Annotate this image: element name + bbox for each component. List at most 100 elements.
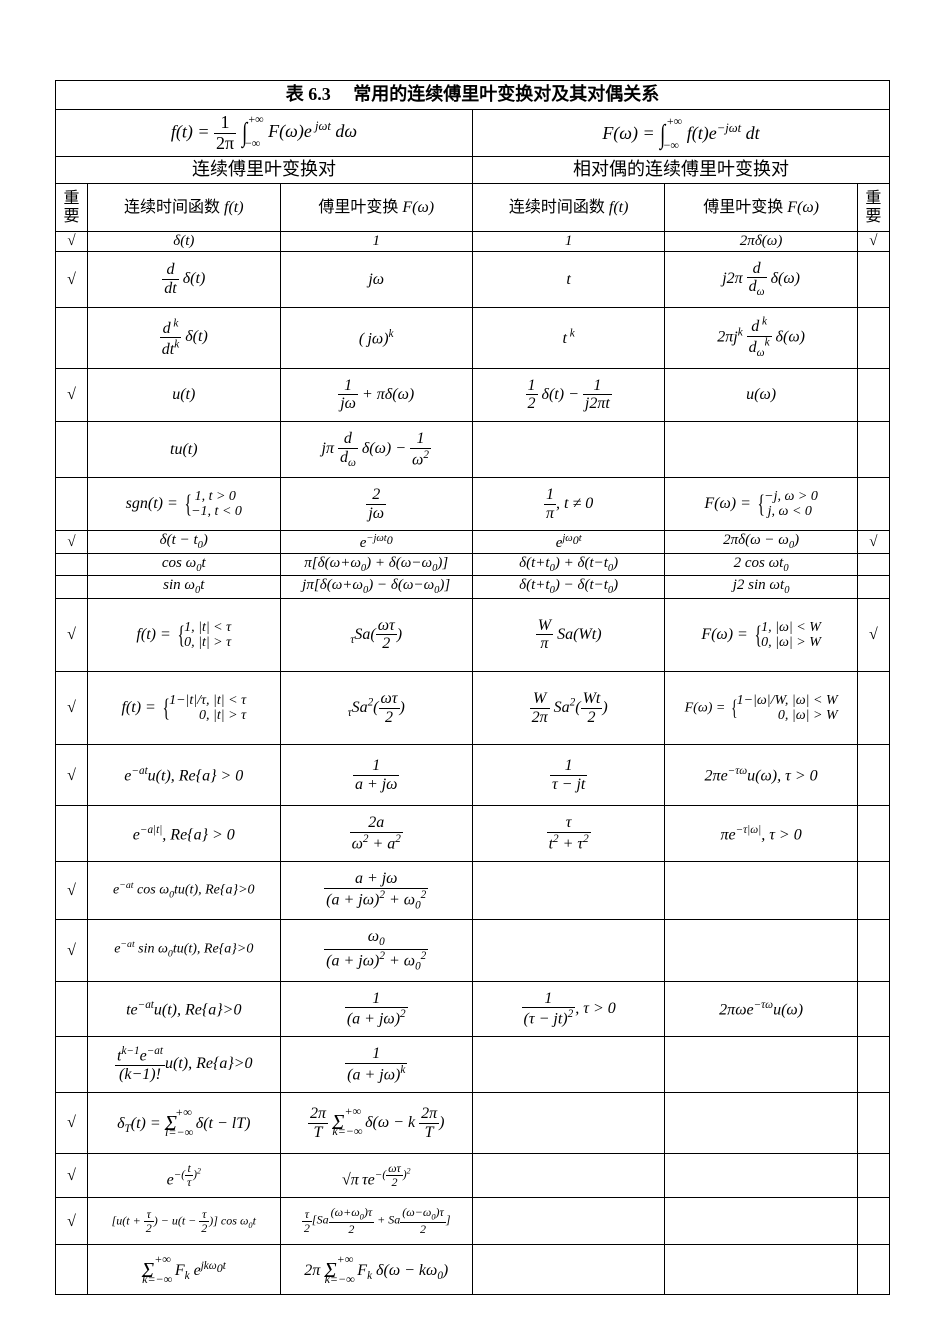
cell-c4 bbox=[665, 1245, 857, 1295]
check-right bbox=[857, 307, 889, 368]
page: 表 6.3 常用的连续傅里叶变换对及其对偶关系 f(t) = 12π ∫−∞+∞… bbox=[0, 0, 945, 1337]
cell-c2: ω0(a + jω)2 + ω02 bbox=[280, 920, 472, 981]
cell-c3: τt2 + τ2 bbox=[472, 806, 664, 862]
check-right: √ bbox=[857, 531, 889, 554]
cell-c4: 2πδ(ω) bbox=[665, 232, 857, 252]
cell-c4: 2πjk d kdωk δ(ω) bbox=[665, 307, 857, 368]
check-left: √ bbox=[56, 920, 88, 981]
table-title: 表 6.3 常用的连续傅里叶变换对及其对偶关系 bbox=[56, 81, 890, 110]
check-right bbox=[857, 251, 889, 307]
c3-header: 连续时间函数 f(t) bbox=[472, 184, 664, 232]
cell-c1: e−(tτ)2 bbox=[88, 1154, 280, 1198]
cell-c1: tk−1e−at(k−1)!u(t), Re{a}>0 bbox=[88, 1037, 280, 1093]
check-right: √ bbox=[857, 598, 889, 671]
check-right bbox=[857, 920, 889, 981]
cell-c4 bbox=[665, 920, 857, 981]
cell-c1: e−at cos ω0tu(t), Re{a}>0 bbox=[88, 861, 280, 919]
cell-c1: f(t) = {1, |t| < τ0, |t| > τ bbox=[88, 598, 280, 671]
table-row: √ ddt δ(t) jω t j2π ddω δ(ω) bbox=[56, 251, 890, 307]
check-left bbox=[56, 307, 88, 368]
table-row: cos ω0t π[δ(ω+ω0) + δ(ω−ω0)] δ(t+t0) + δ… bbox=[56, 553, 890, 576]
check-right bbox=[857, 1154, 889, 1198]
cell-c1: e−atu(t), Re{a} > 0 bbox=[88, 745, 280, 806]
check-right bbox=[857, 806, 889, 862]
cell-c1: u(t) bbox=[88, 368, 280, 421]
check-left bbox=[56, 806, 88, 862]
check-right bbox=[857, 421, 889, 477]
check-left bbox=[56, 981, 88, 1037]
cell-c4: u(ω) bbox=[665, 368, 857, 421]
check-left bbox=[56, 1245, 88, 1295]
cell-c3: 1 bbox=[472, 232, 664, 252]
check-left bbox=[56, 553, 88, 576]
cell-c3 bbox=[472, 1245, 664, 1295]
c2-header: 傅里叶变换 F(ω) bbox=[280, 184, 472, 232]
table-row: te−atu(t), Re{a}>0 1(a + jω)2 1(τ − jt)2… bbox=[56, 981, 890, 1037]
cell-c2: 2jω bbox=[280, 478, 472, 531]
cell-c3 bbox=[472, 1092, 664, 1153]
cell-c4: πe−τ|ω|, τ > 0 bbox=[665, 806, 857, 862]
cell-c2: jω bbox=[280, 251, 472, 307]
cell-c3 bbox=[472, 1198, 664, 1245]
cell-c3: 12 δ(t) − 1j2πt bbox=[472, 368, 664, 421]
cell-c2: π[δ(ω+ω0) + δ(ω−ω0)] bbox=[280, 553, 472, 576]
cell-c3: ejω0t bbox=[472, 531, 664, 554]
table-row: √ u(t) 1jω + πδ(ω) 12 δ(t) − 1j2πt u(ω) bbox=[56, 368, 890, 421]
check-right: √ bbox=[857, 232, 889, 252]
cell-c2: 1jω + πδ(ω) bbox=[280, 368, 472, 421]
cell-c3: δ(t+t0) − δ(t−t0) bbox=[472, 576, 664, 599]
check-left: √ bbox=[56, 251, 88, 307]
cell-c4 bbox=[665, 1198, 857, 1245]
cell-c4: F(ω) = {1, |ω| < W0, |ω| > W bbox=[665, 598, 857, 671]
cell-c1: cos ω0t bbox=[88, 553, 280, 576]
cell-c4 bbox=[665, 421, 857, 477]
cell-c1: sin ω0t bbox=[88, 576, 280, 599]
cell-c3 bbox=[472, 1154, 664, 1198]
cell-c1: e−a|t|, Re{a} > 0 bbox=[88, 806, 280, 862]
cell-c3: 1π, t ≠ 0 bbox=[472, 478, 664, 531]
table-row: d kdtk δ(t) ( jω)k t k 2πjk d kdωk δ(ω) bbox=[56, 307, 890, 368]
check-left: √ bbox=[56, 861, 88, 919]
cell-c1: tu(t) bbox=[88, 421, 280, 477]
check-right bbox=[857, 672, 889, 745]
table-row: √ f(t) = {1, |t| < τ0, |t| > τ τSa(ωτ2) … bbox=[56, 598, 890, 671]
cell-c2: τSa(ωτ2) bbox=[280, 598, 472, 671]
cell-c3 bbox=[472, 421, 664, 477]
table-row: e−a|t|, Re{a} > 0 2aω2 + a2 τt2 + τ2 πe−… bbox=[56, 806, 890, 862]
cell-c1: δ(t − t0) bbox=[88, 531, 280, 554]
cell-c2: jπ ddω δ(ω) − 1ω2 bbox=[280, 421, 472, 477]
check-right bbox=[857, 1037, 889, 1093]
check-right bbox=[857, 368, 889, 421]
cell-c1: e−at sin ω0tu(t), Re{a}>0 bbox=[88, 920, 280, 981]
table-row: √ δ(t − t0) e−jωt0 ejω0t 2πδ(ω − ω0) √ bbox=[56, 531, 890, 554]
title-prefix: 表 6.3 bbox=[286, 84, 331, 104]
check-left: √ bbox=[56, 531, 88, 554]
cell-c2: ( jω)k bbox=[280, 307, 472, 368]
cell-c3 bbox=[472, 920, 664, 981]
cell-c2: e−jωt0 bbox=[280, 531, 472, 554]
check-left: √ bbox=[56, 232, 88, 252]
check-left bbox=[56, 576, 88, 599]
check-left: √ bbox=[56, 1154, 88, 1198]
check-right bbox=[857, 745, 889, 806]
check-right bbox=[857, 553, 889, 576]
table-row: √ [u(t + τ2) − u(t − τ2)] cos ω0t τ2[Sa(… bbox=[56, 1198, 890, 1245]
cell-c1: δT(t) = Σl=−∞+∞ δ(t − lT) bbox=[88, 1092, 280, 1153]
pair-headers: 连续傅里叶变换对 相对偶的连续傅里叶变换对 bbox=[56, 157, 890, 184]
check-right bbox=[857, 478, 889, 531]
cell-c2: τ2[Sa(ω+ω0)τ2 + Sa(ω−ω0)τ2] bbox=[280, 1198, 472, 1245]
cell-c4: F(ω) = {−j, ω > 0 j, ω < 0 bbox=[665, 478, 857, 531]
table-row: √ δ(t) 1 1 2πδ(ω) √ bbox=[56, 232, 890, 252]
cell-c1: sgn(t) = { 1, t > 0−1, t < 0 bbox=[88, 478, 280, 531]
table-row: sgn(t) = { 1, t > 0−1, t < 0 2jω 1π, t ≠… bbox=[56, 478, 890, 531]
col-headers: 重要 连续时间函数 f(t) 傅里叶变换 F(ω) 连续时间函数 f(t) 傅里… bbox=[56, 184, 890, 232]
table-row: √ e−at cos ω0tu(t), Re{a}>0 a + jω(a + j… bbox=[56, 861, 890, 919]
check-left: √ bbox=[56, 1092, 88, 1153]
check-right bbox=[857, 576, 889, 599]
cell-c3: δ(t+t0) + δ(t−t0) bbox=[472, 553, 664, 576]
table-row: √ e−atu(t), Re{a} > 0 1a + jω 1τ − jt 2π… bbox=[56, 745, 890, 806]
check-right bbox=[857, 981, 889, 1037]
check-left bbox=[56, 1037, 88, 1093]
cell-c2: τSa2(ωτ2) bbox=[280, 672, 472, 745]
table-row: √ f(t) = {1−|t|/τ, |t| < τ0, |t| > τ τSa… bbox=[56, 672, 890, 745]
